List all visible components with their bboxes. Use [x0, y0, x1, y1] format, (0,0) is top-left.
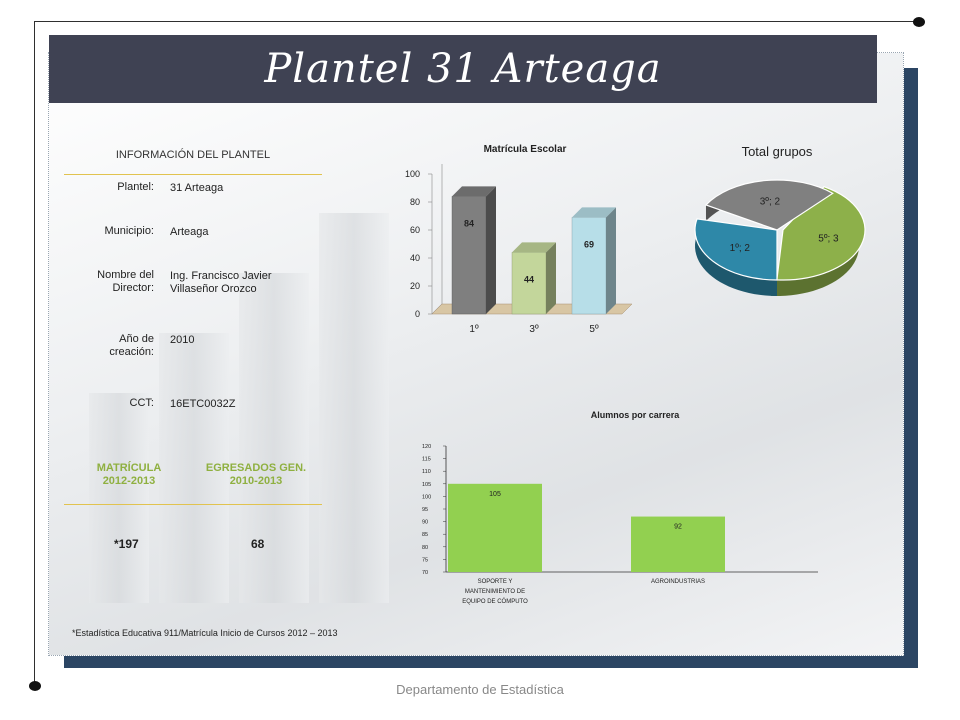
- value-cct: 16ETC0032Z: [170, 398, 236, 410]
- pie-slice-side: [770, 186, 859, 296]
- pie-slice: [704, 179, 834, 231]
- left-rule: [34, 21, 35, 685]
- bar: [511, 252, 547, 315]
- data-label: 84: [464, 218, 474, 228]
- pie-slice-side: [695, 218, 777, 296]
- y-tick-label: 85: [422, 532, 428, 538]
- y-tick-label: 20: [410, 281, 420, 291]
- x-tick-label: AGROINDUSTRIAS: [651, 579, 705, 585]
- top-right-dot: [913, 17, 925, 27]
- pie-slice-label: 1º; 2: [730, 243, 751, 254]
- y-tick-label: 80: [410, 197, 420, 207]
- egresados-header: EGRESADOS GEN. 2010-2013: [205, 462, 307, 487]
- label-anio-creacion: Año de creación:: [109, 333, 154, 358]
- y-tick-label: 40: [410, 253, 420, 263]
- top-rule: [34, 21, 920, 22]
- matricula-chart: Matrícula Escolar 0 20 40 60 80 100 84 1º 44 3º 69…: [405, 144, 633, 335]
- y-tick-label: 95: [422, 507, 428, 513]
- value-anio-creacion: 2010: [170, 334, 195, 346]
- chart-title: Total grupos: [742, 144, 813, 159]
- label-plantel: Plantel:: [117, 181, 154, 193]
- matricula-header: MATRÍCULA 2012-2013: [96, 462, 162, 487]
- data-label: 69: [584, 239, 594, 249]
- label-municipio: Municipio:: [104, 225, 154, 237]
- y-tick-label: 100: [422, 494, 431, 500]
- y-tick-label: 110: [422, 469, 431, 475]
- bar: [631, 516, 725, 572]
- x-tick-label: EQUIPO DE CÓMPUTO: [462, 598, 528, 605]
- y-tick-label: 75: [422, 557, 428, 563]
- pie-slice: [694, 218, 778, 281]
- matricula-value: *197: [114, 537, 139, 551]
- grupos-pie-chart: Total grupos 5º; 3 1º; 2 3º; 2: [694, 144, 866, 296]
- bar-top: [572, 207, 616, 218]
- carrera-chart: Alumnos por carrera 70 75 80 85 90 95 100 105 11…: [422, 410, 818, 605]
- y-tick-label: 80: [422, 545, 428, 551]
- y-tick-label: 105: [422, 482, 431, 488]
- value-director: Ing. Francisco Javier Villaseñor Orozco: [170, 270, 272, 295]
- data-label: 92: [674, 524, 682, 531]
- chart-title: Alumnos por carrera: [591, 410, 681, 420]
- y-tick-label: 70: [422, 570, 428, 576]
- info-header: INFORMACIÓN DEL PLANTEL: [64, 136, 322, 175]
- x-tick-label: 3º: [529, 324, 539, 335]
- x-tick-label: 1º: [469, 324, 479, 335]
- x-tick-label: SOPORTE Y: [478, 579, 513, 585]
- label-director: Nombre del Director:: [97, 269, 154, 294]
- title-bar: Plantel 31 Arteaga: [49, 35, 877, 103]
- data-label: 105: [489, 491, 501, 498]
- watermark-bar: [89, 393, 149, 603]
- y-tick-label: 100: [405, 169, 420, 179]
- chart-title: Matrícula Escolar: [484, 144, 567, 155]
- y-tick-label: 120: [422, 444, 431, 450]
- bar-top: [512, 242, 556, 253]
- watermark-bar: [239, 273, 309, 603]
- bar: [451, 196, 487, 315]
- watermark-bar: [319, 213, 389, 603]
- value-plantel: 31 Arteaga: [170, 182, 224, 194]
- bar: [571, 217, 607, 315]
- bar: [448, 483, 542, 572]
- x-tick-label: 5º: [589, 324, 599, 335]
- y-tick-label: 60: [410, 225, 420, 235]
- y-tick-label: 115: [422, 457, 431, 463]
- y-tick-label: 90: [422, 520, 428, 526]
- value-municipio: Arteaga: [170, 226, 209, 238]
- bar-top: [452, 186, 496, 197]
- x-tick-label: MANTENIMIENTO DE: [465, 589, 525, 595]
- pie-slice-label: 3º; 2: [760, 196, 781, 207]
- bottom-left-dot: [29, 681, 41, 691]
- pie-slice-label: 5º; 3: [818, 234, 839, 245]
- page-title: Plantel 31 Arteaga: [264, 46, 662, 92]
- label-cct: CCT:: [129, 397, 154, 409]
- pie-slice: [776, 186, 866, 281]
- bar-side: [606, 207, 616, 314]
- bar-side: [486, 186, 496, 314]
- data-label: 44: [524, 274, 534, 284]
- watermark-bar: [159, 333, 229, 603]
- bar-side: [546, 242, 556, 314]
- egresados-value: 68: [251, 537, 265, 551]
- footnote: *Estadística Educativa 911/Matrícula Ini…: [72, 628, 338, 638]
- info-separator: [64, 504, 322, 505]
- department-footer: Departamento de Estadística: [396, 682, 564, 697]
- y-tick-label: 0: [415, 309, 420, 319]
